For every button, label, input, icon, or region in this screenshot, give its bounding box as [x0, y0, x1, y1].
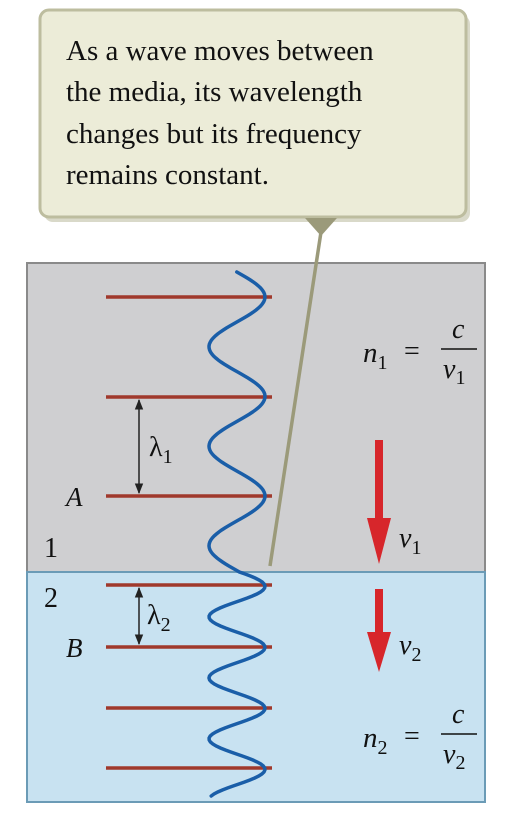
index-equation-1: n1 = c v1 — [363, 314, 477, 389]
svg-text:v2: v2 — [443, 739, 465, 774]
lambda-1-label: λ1 — [149, 432, 173, 468]
svg-text:=: = — [404, 721, 420, 752]
callout-pointer-line — [268, 231, 323, 567]
medium-2-number: 2 — [44, 583, 58, 614]
point-b-label: B — [66, 633, 83, 663]
index-equation-2: n2 = c v2 — [363, 699, 477, 774]
point-a-label: A — [64, 482, 83, 512]
medium-2-region — [26, 571, 486, 803]
velocity-1-label: v1 — [399, 523, 421, 559]
callout-box: As a wave moves between the media, its w… — [38, 8, 470, 236]
velocity-2-label: v2 — [399, 630, 421, 666]
lambda-2-label: λ2 — [147, 600, 171, 636]
medium-1-number: 1 — [44, 533, 58, 564]
svg-text:=: = — [404, 336, 420, 367]
svg-text:v1: v1 — [443, 354, 465, 389]
wavefronts — [106, 295, 272, 770]
wave-curve — [207, 270, 267, 798]
callout-text: As a wave moves between the media, its w… — [66, 35, 381, 191]
svg-text:c: c — [452, 314, 465, 345]
velocity-arrow-1 — [367, 440, 391, 564]
svg-text:n1: n1 — [363, 337, 388, 374]
medium-1-region — [26, 262, 486, 573]
velocity-arrow-2 — [367, 589, 391, 672]
svg-text:n2: n2 — [363, 722, 388, 759]
svg-text:c: c — [452, 699, 465, 730]
